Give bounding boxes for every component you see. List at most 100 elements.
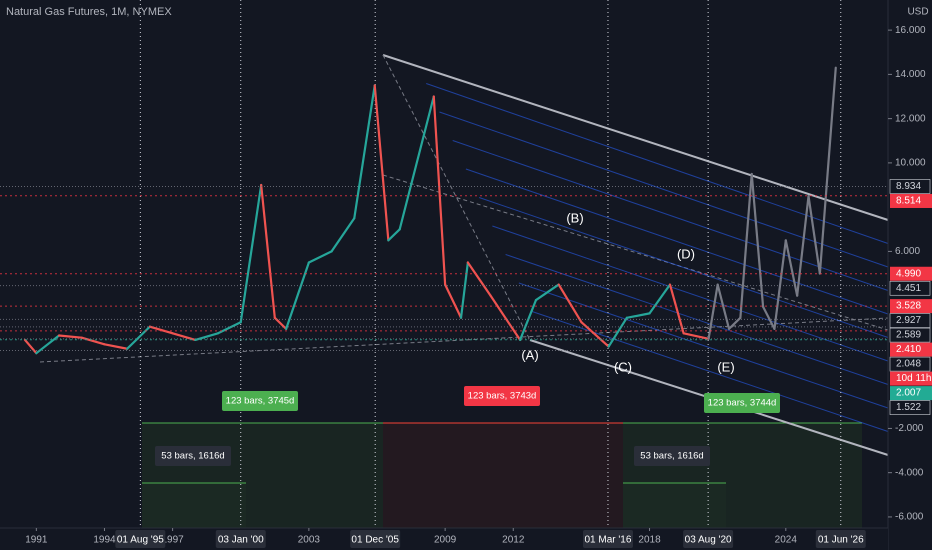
price-label-box bbox=[890, 266, 932, 281]
price-segment bbox=[739, 172, 753, 319]
price-segment bbox=[668, 283, 685, 335]
measure-label: 123 bars, 3744d bbox=[708, 398, 777, 409]
wave-label: (A) bbox=[521, 347, 538, 362]
price-label: 2.410 bbox=[896, 344, 921, 355]
date-label: 01 Jun '26 bbox=[818, 535, 864, 546]
price-segment bbox=[239, 183, 263, 324]
x-tick-label: 1997 bbox=[161, 535, 184, 546]
price-segment bbox=[216, 321, 242, 335]
price-label-box bbox=[890, 371, 932, 386]
x-tick-label: 2012 bbox=[502, 535, 525, 546]
price-segment bbox=[784, 239, 799, 297]
price-label-box bbox=[890, 299, 932, 314]
price-segment bbox=[796, 194, 810, 297]
price-label: 2.927 bbox=[896, 315, 921, 326]
price-segment bbox=[387, 228, 401, 242]
price-segment bbox=[557, 283, 583, 324]
price-segment bbox=[682, 332, 710, 340]
price-segment bbox=[148, 325, 174, 335]
wave-label: (B) bbox=[566, 210, 583, 225]
x-tick-label: 2009 bbox=[434, 535, 457, 546]
price-label: 4.451 bbox=[896, 283, 921, 294]
price-label: 10d 11h bbox=[896, 373, 931, 384]
currency: USD bbox=[907, 7, 928, 18]
x-tick-label: 2018 bbox=[638, 535, 661, 546]
price-segment bbox=[103, 343, 129, 350]
y-tick-label: 10.000 bbox=[895, 158, 926, 169]
measure-label: 123 bars, 3745d bbox=[226, 396, 295, 407]
price-label: 3.528 bbox=[896, 301, 921, 312]
price-segment bbox=[773, 239, 787, 330]
price-segment bbox=[126, 325, 151, 350]
range-box bbox=[623, 483, 726, 528]
range-box bbox=[383, 423, 623, 528]
y-tick-label: 14.000 bbox=[895, 69, 926, 80]
y-tick-label: -6.000 bbox=[895, 512, 924, 523]
price-label: 8.934 bbox=[896, 181, 921, 192]
date-label-box bbox=[683, 530, 734, 548]
price-segment bbox=[330, 217, 356, 253]
y-tick-label: -4.000 bbox=[895, 467, 924, 478]
dashed-line bbox=[39, 317, 889, 363]
measure-box bbox=[704, 393, 780, 413]
price-label-box bbox=[890, 342, 932, 357]
price-segment bbox=[23, 338, 38, 355]
fan-line bbox=[465, 168, 889, 315]
fan-line bbox=[452, 140, 889, 291]
price-label: 1.522 bbox=[896, 402, 921, 413]
x-tick-label: 1991 bbox=[25, 535, 48, 546]
range-box bbox=[142, 483, 246, 528]
date-label-box bbox=[115, 530, 166, 548]
dashed-line bbox=[382, 54, 531, 341]
x-tick-label: 1994 bbox=[93, 535, 116, 546]
price-label-box bbox=[890, 193, 932, 208]
date-label-box bbox=[582, 530, 633, 548]
price-segment bbox=[534, 283, 560, 302]
price-segment bbox=[518, 298, 538, 342]
date-label: 03 Jan '00 bbox=[218, 535, 264, 546]
date-label-box bbox=[350, 530, 401, 548]
price-label-box bbox=[889, 400, 931, 415]
measure-box bbox=[155, 446, 231, 466]
price-segment bbox=[750, 172, 765, 308]
measure-label: 53 bars, 1616d bbox=[640, 451, 703, 462]
price-label: 2.048 bbox=[896, 359, 921, 370]
price-segment bbox=[648, 283, 672, 315]
price-segment bbox=[489, 294, 522, 342]
fan-line bbox=[478, 197, 889, 338]
date-label-box bbox=[215, 530, 266, 548]
measure-box bbox=[464, 386, 540, 406]
price-label-box bbox=[889, 356, 931, 372]
price-segment bbox=[260, 183, 276, 319]
measure-label: 53 bars, 1616d bbox=[161, 451, 224, 462]
wave-label: (C) bbox=[614, 359, 632, 374]
price-segment bbox=[353, 84, 376, 220]
price-label: 2.589 bbox=[896, 330, 921, 341]
date-label: 01 Mar '16 bbox=[585, 535, 632, 546]
price-label-box bbox=[889, 280, 931, 296]
price-segment bbox=[57, 334, 83, 339]
y-tick-label: -2.000 bbox=[895, 423, 924, 434]
x-tick-label: 2003 bbox=[298, 535, 321, 546]
date-label: 03 Aug '20 bbox=[685, 535, 732, 546]
price-segment bbox=[459, 261, 469, 319]
y-tick-label: 6.000 bbox=[895, 246, 920, 257]
price-segment bbox=[818, 66, 837, 275]
date-label: 01 Aug '95 bbox=[117, 535, 164, 546]
channel-line bbox=[382, 54, 889, 221]
price-label-box bbox=[889, 313, 931, 328]
price-segment bbox=[625, 312, 651, 319]
price-segment bbox=[761, 305, 776, 330]
price-segment bbox=[398, 95, 435, 231]
chart-title: Natural Gas Futures, 1M, NYMEX bbox=[6, 6, 172, 18]
date-label-box bbox=[815, 530, 866, 548]
price-segment bbox=[444, 283, 463, 319]
measure-label: 123 bars, 3743d bbox=[468, 391, 537, 402]
measure-box bbox=[634, 446, 710, 466]
drawings bbox=[39, 54, 889, 528]
price-label-box bbox=[889, 327, 931, 343]
price-segment bbox=[716, 283, 731, 330]
x-tick-label: 2024 bbox=[775, 535, 798, 546]
price-label: 4.990 bbox=[896, 268, 921, 279]
